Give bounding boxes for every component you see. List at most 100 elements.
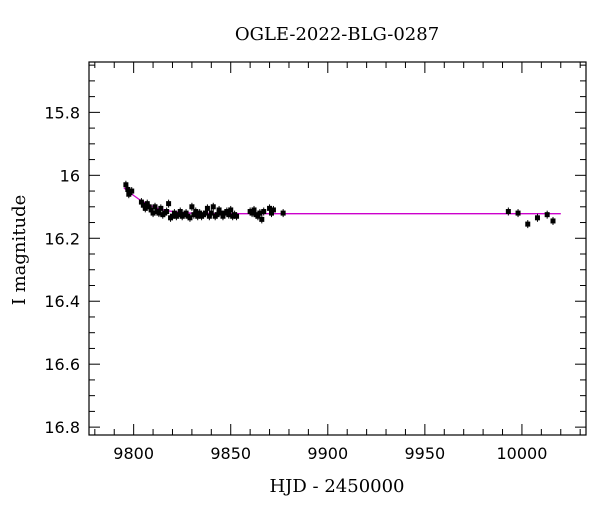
- plot-area: 9800 9850 9900 9950 10000 15.8 16 16.2 16.4 16.6 1…: [44, 61, 587, 463]
- data-point: [544, 210, 550, 219]
- data-point: [150, 209, 156, 218]
- data-point: [204, 204, 210, 213]
- point-marker: [202, 210, 208, 216]
- y-tick-label: 16: [60, 166, 80, 185]
- y-tick-label: 16.4: [44, 292, 80, 311]
- x-tick-label: 10000: [496, 444, 547, 463]
- point-marker: [197, 210, 203, 216]
- tick-labels: 9800 9850 9900 9950 10000 15.8 16 16.2 16.4 16.6 1…: [44, 103, 547, 463]
- point-marker: [257, 210, 263, 216]
- point-marker: [515, 210, 521, 216]
- data-point: [158, 204, 164, 213]
- point-marker: [126, 191, 132, 197]
- point-marker: [228, 207, 234, 213]
- point-marker: [249, 210, 255, 216]
- data-point: [525, 220, 531, 229]
- data-point: [280, 209, 286, 218]
- point-marker: [144, 201, 150, 207]
- point-marker: [156, 210, 162, 216]
- data-point: [189, 202, 195, 211]
- point-marker: [261, 209, 267, 215]
- point-marker: [218, 210, 224, 216]
- point-marker: [505, 209, 511, 215]
- point-marker: [210, 204, 216, 210]
- point-marker: [193, 209, 199, 215]
- data-point: [505, 207, 511, 216]
- data-point: [261, 207, 267, 216]
- point-marker: [206, 213, 212, 219]
- x-tick-label: 9800: [113, 444, 154, 463]
- data-points: [123, 180, 556, 229]
- data-point: [166, 199, 172, 208]
- x-tick-label: 9950: [405, 444, 446, 463]
- point-marker: [234, 213, 240, 219]
- point-marker: [150, 210, 156, 216]
- point-marker: [123, 182, 129, 188]
- x-axis-label: HJD - 2450000: [269, 476, 404, 497]
- point-marker: [129, 188, 135, 194]
- plot-frame: [88, 61, 587, 436]
- y-axis-label: I magnitude: [9, 195, 30, 306]
- x-tick-label: 9900: [307, 444, 348, 463]
- point-marker: [125, 186, 131, 192]
- data-point: [208, 209, 214, 218]
- chart-title: OGLE-2022-BLG-0287: [235, 24, 439, 45]
- data-point: [259, 215, 265, 224]
- data-point: [550, 216, 556, 225]
- data-point: [126, 190, 132, 199]
- point-marker: [280, 210, 286, 216]
- point-marker: [189, 204, 195, 210]
- x-tick-label: 9850: [210, 444, 251, 463]
- point-marker: [259, 216, 265, 222]
- point-marker: [268, 210, 274, 216]
- data-point: [228, 205, 234, 214]
- data-point: [210, 202, 216, 211]
- point-marker: [216, 207, 222, 213]
- point-marker: [187, 215, 193, 221]
- point-marker: [255, 213, 261, 219]
- point-marker: [140, 202, 146, 208]
- point-marker: [164, 209, 170, 215]
- point-marker: [171, 210, 177, 216]
- data-point: [129, 187, 135, 196]
- y-tick-label: 16.2: [44, 229, 80, 248]
- data-point: [164, 207, 170, 216]
- point-marker: [267, 205, 273, 211]
- point-marker: [226, 212, 232, 218]
- data-point: [270, 205, 276, 214]
- point-marker: [544, 212, 550, 218]
- y-tick-label: 16.8: [44, 418, 80, 437]
- y-tick-label: 16.6: [44, 355, 80, 374]
- point-marker: [204, 205, 210, 211]
- point-marker: [525, 221, 531, 227]
- data-point: [515, 209, 521, 218]
- point-marker: [158, 205, 164, 211]
- data-point: [534, 213, 540, 222]
- point-marker: [175, 212, 181, 218]
- point-marker: [177, 209, 183, 215]
- point-marker: [195, 213, 201, 219]
- point-marker: [148, 207, 154, 213]
- point-marker: [550, 218, 556, 224]
- point-marker: [270, 207, 276, 213]
- y-tick-label: 15.8: [44, 103, 80, 122]
- point-marker: [251, 207, 257, 213]
- point-marker: [224, 209, 230, 215]
- point-marker: [146, 204, 152, 210]
- data-point: [234, 212, 240, 221]
- point-marker: [208, 210, 214, 216]
- point-marker: [138, 199, 144, 205]
- data-point: [187, 213, 193, 222]
- axis-ticks: [89, 62, 586, 435]
- point-marker: [220, 213, 226, 219]
- point-marker: [534, 215, 540, 221]
- point-marker: [169, 213, 175, 219]
- point-marker: [166, 201, 172, 207]
- point-marker: [214, 212, 220, 218]
- point-marker: [191, 212, 197, 218]
- point-marker: [142, 205, 148, 211]
- point-marker: [152, 204, 158, 210]
- model-curve: [123, 187, 561, 215]
- data-point: [257, 209, 263, 218]
